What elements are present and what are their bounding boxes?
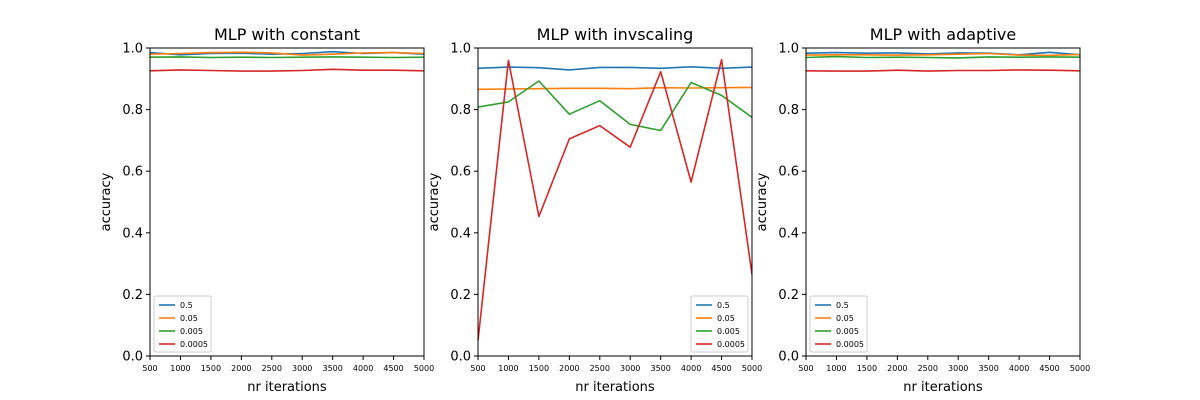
chart-title: MLP with adaptive: [870, 25, 1016, 44]
y-axis-label: accuracy: [427, 172, 442, 231]
legend-label: 0.05: [717, 314, 735, 323]
series-line-0.005: [150, 56, 424, 59]
series-line-0.5: [478, 66, 752, 71]
x-tick-label: 4500: [383, 364, 403, 373]
x-tick-label: 5000: [1070, 364, 1090, 373]
y-tick-label: 0.8: [122, 103, 143, 118]
y-tick-label: 0.4: [122, 226, 143, 241]
legend: 0.5 0.05 0.005 0.0005: [153, 295, 212, 353]
axes-frame: [149, 47, 425, 357]
x-tick-label: 4500: [1039, 364, 1059, 373]
y-tick-label: 0.2: [450, 288, 471, 303]
series-line-0.5: [806, 51, 1080, 56]
y-axis-label: accuracy: [99, 172, 114, 231]
x-tick-label: 4500: [711, 364, 731, 373]
x-tick-label: 1500: [857, 364, 877, 373]
y-tick-label: 0.6: [778, 165, 799, 180]
y-tick-label: 1.0: [450, 42, 471, 57]
y-tick-label: 0.0: [778, 350, 799, 365]
y-tick-label: 0.6: [450, 165, 471, 180]
x-tick-label: 4000: [1009, 364, 1029, 373]
legend-label: 0.0005: [836, 340, 864, 349]
legend: 0.5 0.05 0.005 0.0005: [809, 295, 868, 353]
x-tick-label: 4000: [353, 364, 373, 373]
series-group: [806, 51, 1080, 72]
x-tick-label: 3000: [292, 364, 312, 373]
x-tick-label: 1500: [201, 364, 221, 373]
y-tick-label: 0.6: [122, 165, 143, 180]
x-tick-label: 2500: [918, 364, 938, 373]
x-tick-label: 4000: [681, 364, 701, 373]
x-tick-label: 3000: [948, 364, 968, 373]
x-tick-label: 2500: [262, 364, 282, 373]
legend-label: 0.0005: [180, 340, 208, 349]
x-tick-label: 3500: [978, 364, 998, 373]
x-tick-label: 2000: [231, 364, 251, 373]
series-line-0.005: [806, 55, 1080, 59]
y-tick-label: 0.0: [450, 350, 471, 365]
x-tick-label: 2000: [559, 364, 579, 373]
y-tick-label: 0.4: [778, 226, 799, 241]
x-tick-label: 2000: [887, 364, 907, 373]
x-tick-label: 1000: [170, 364, 190, 373]
legend: 0.5 0.05 0.005 0.0005: [690, 295, 749, 353]
legend-box: [809, 295, 868, 353]
x-tick-label: 3500: [650, 364, 670, 373]
y-tick-label: 0.8: [450, 103, 471, 118]
series-line-0.05: [150, 51, 424, 56]
x-tick-label: 5000: [414, 364, 434, 373]
y-tick-label: 1.0: [122, 42, 143, 57]
legend-label: 0.5: [717, 301, 730, 310]
axes-frame: [805, 47, 1081, 357]
y-tick-label: 0.8: [778, 103, 799, 118]
x-axis-label: nr iterations: [903, 380, 983, 395]
chart-panel-0: 0.0 0.2 0.4 0.6 0.8 1.0 500 1000 1500 2000 2500 300…: [99, 25, 434, 395]
series-line-0.005: [478, 80, 752, 132]
legend-label: 0.05: [836, 314, 854, 323]
y-axis-label: accuracy: [755, 172, 770, 231]
x-tick-label: 500: [798, 364, 813, 373]
chart-panel-2: 0.0 0.2 0.4 0.6 0.8 1.0 500 1000 1500 2000 2500 300…: [755, 25, 1090, 395]
x-axis-label: nr iterations: [575, 380, 655, 395]
legend-box: [690, 295, 749, 353]
series-line-0.0005: [478, 58, 752, 341]
x-tick-label: 2500: [590, 364, 610, 373]
series-line-0.05: [806, 52, 1080, 57]
y-tick-label: 0.2: [778, 288, 799, 303]
chart-title: MLP with invscaling: [537, 25, 694, 44]
chart-panel-1: 0.0 0.2 0.4 0.6 0.8 1.0 500 1000 1500 2000 2500 300…: [427, 25, 762, 395]
legend-box: [153, 295, 212, 353]
y-tick-label: 1.0: [778, 42, 799, 57]
y-tick-label: 0.0: [122, 350, 143, 365]
series-group: [478, 58, 752, 341]
legend-label: 0.05: [180, 314, 198, 323]
x-tick-label: 1000: [826, 364, 846, 373]
x-tick-label: 3500: [322, 364, 342, 373]
series-line-0.0005: [150, 68, 424, 72]
x-tick-label: 1000: [498, 364, 518, 373]
x-tick-label: 3000: [620, 364, 640, 373]
x-tick-label: 500: [470, 364, 485, 373]
chart-title: MLP with constant: [214, 25, 360, 44]
x-tick-label: 500: [142, 364, 157, 373]
series-line-0.0005: [806, 69, 1080, 72]
axes-frame: [477, 47, 753, 357]
y-tick-label: 0.2: [122, 288, 143, 303]
legend-label: 0.5: [180, 301, 193, 310]
legend-label: 0.0005: [717, 340, 745, 349]
x-tick-label: 5000: [742, 364, 762, 373]
y-tick-label: 0.4: [450, 226, 471, 241]
x-axis-label: nr iterations: [247, 380, 327, 395]
series-group: [150, 50, 424, 72]
legend-label: 0.005: [180, 327, 203, 336]
x-tick-label: 1500: [529, 364, 549, 373]
legend-label: 0.5: [836, 301, 849, 310]
legend-label: 0.005: [717, 327, 740, 336]
series-line-0.05: [478, 86, 752, 91]
legend-label: 0.005: [836, 327, 859, 336]
